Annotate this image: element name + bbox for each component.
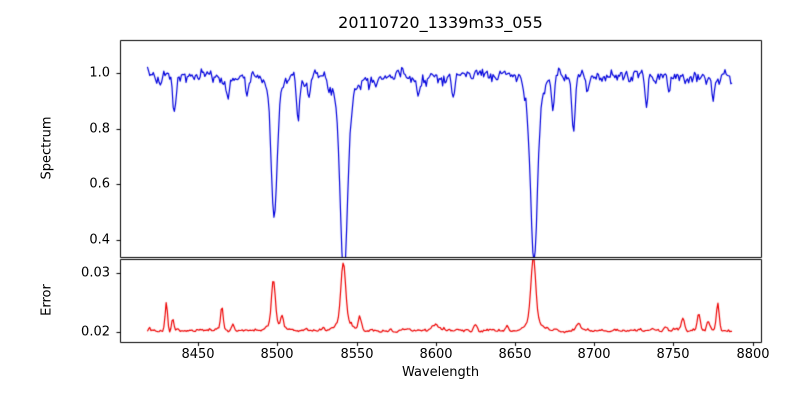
x-tick-label: 8750 (656, 347, 690, 362)
y-tick-label: 0.8 (89, 121, 110, 137)
wavelength-axis-label: Wavelength (401, 365, 480, 380)
x-tick-label: 8650 (498, 347, 532, 362)
x-tick-label: 8550 (340, 347, 374, 362)
y-tick-label: 0.02 (81, 324, 110, 340)
plot-title: 20110720_1339m33_055 (338, 13, 543, 32)
error-axis-label: Error (39, 284, 55, 316)
x-tick-label: 8800 (736, 347, 770, 362)
y-tick-label: 0.6 (89, 176, 110, 192)
spectrum-axis-label: Spectrum (39, 116, 55, 180)
y-tick-label: 1.0 (89, 65, 110, 81)
x-tick-label: 8700 (577, 347, 611, 362)
x-tick-label: 8600 (419, 347, 453, 362)
y-tick-label: 0.4 (89, 232, 110, 248)
x-tick-label: 8450 (181, 347, 215, 362)
x-tick-label: 8500 (260, 347, 294, 362)
y-tick-label: 0.03 (81, 265, 110, 281)
